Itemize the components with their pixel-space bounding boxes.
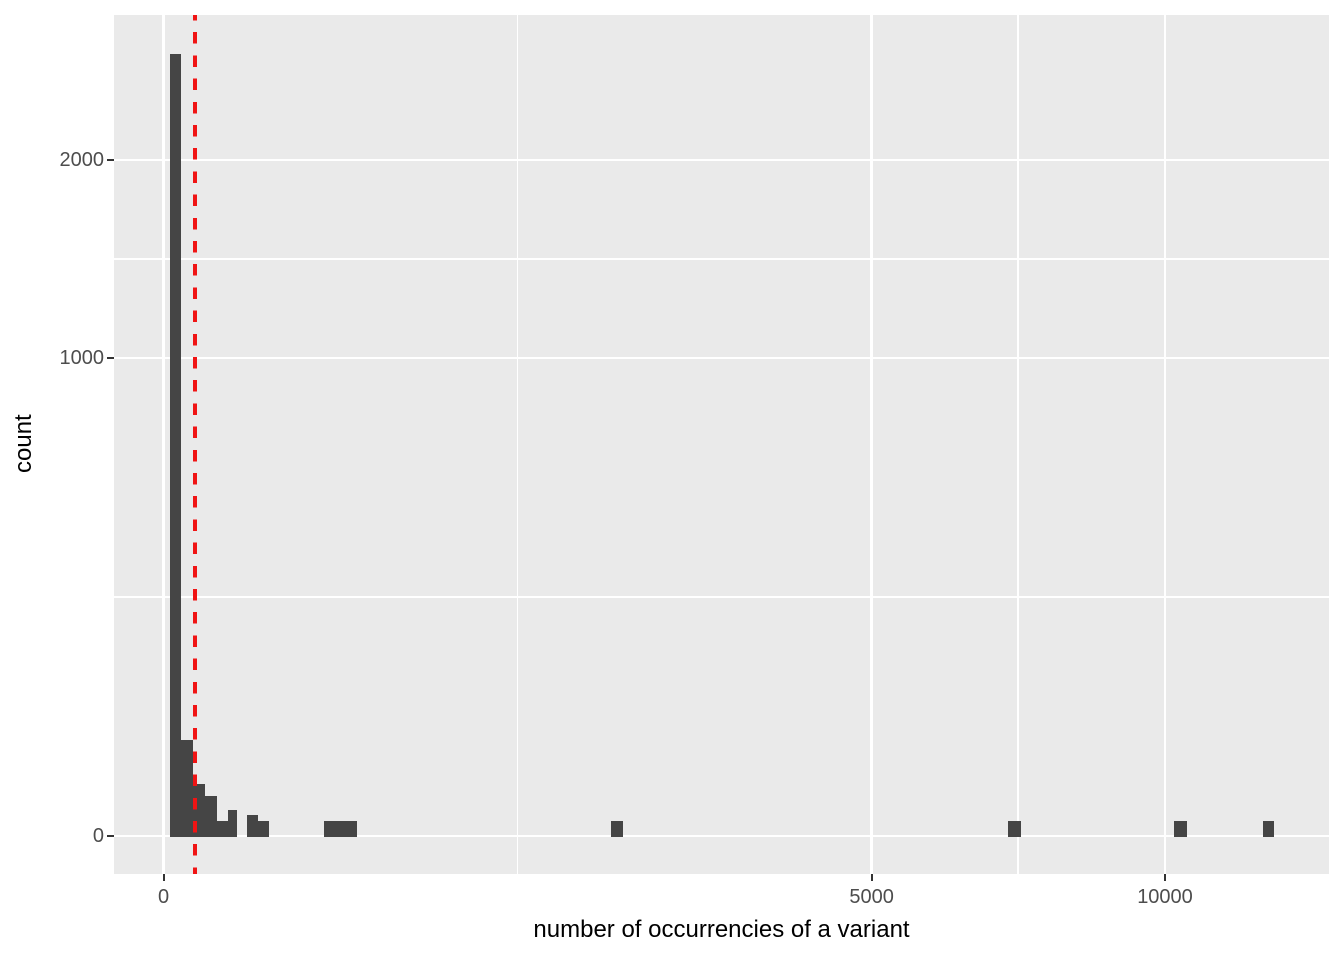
y-axis-tick-label: 1000 bbox=[59, 346, 105, 369]
histogram-bar bbox=[193, 783, 206, 837]
y-axis-tick-label: 0 bbox=[92, 825, 104, 847]
gridline-x-major bbox=[1163, 15, 1167, 874]
plot-panel bbox=[114, 15, 1329, 874]
histogram-bar bbox=[169, 54, 182, 837]
gridline-y-minor bbox=[114, 596, 1329, 598]
gridline-x-minor bbox=[1017, 15, 1019, 874]
x-axis-tick bbox=[162, 874, 165, 881]
histogram-bar bbox=[205, 796, 217, 837]
y-axis-title: count bbox=[10, 414, 37, 474]
histogram-bar bbox=[1262, 820, 1274, 837]
x-axis-tick-label: 0 bbox=[157, 886, 170, 908]
histogram-bar bbox=[1173, 820, 1187, 837]
y-axis-tick bbox=[107, 356, 114, 359]
y-axis-tick bbox=[107, 835, 114, 837]
reference-line bbox=[193, 15, 197, 874]
x-axis-tick-label: 10000 bbox=[1137, 886, 1193, 908]
gridline-y-major bbox=[114, 834, 1329, 838]
histogram-bar bbox=[324, 820, 357, 837]
gridline-x-major bbox=[870, 15, 873, 874]
y-axis-tick-label: 2000 bbox=[59, 148, 105, 171]
x-axis-tick bbox=[870, 874, 873, 881]
histogram-bar bbox=[257, 820, 269, 837]
histogram-bar bbox=[610, 820, 623, 837]
x-axis-tick-label: 5000 bbox=[849, 886, 894, 908]
gridline-y-minor bbox=[114, 258, 1329, 260]
gridline-y-major bbox=[114, 356, 1329, 360]
gridline-x-major bbox=[162, 15, 165, 874]
histogram-bar bbox=[216, 820, 229, 837]
histogram-bar bbox=[1007, 820, 1021, 837]
histogram-bar bbox=[246, 814, 258, 837]
histogram-bar bbox=[228, 809, 238, 837]
x-axis-title: number of occurrencies of a variant bbox=[533, 916, 910, 943]
histogram-bar bbox=[181, 740, 194, 837]
y-axis-tick bbox=[107, 158, 114, 161]
x-axis-tick bbox=[1164, 874, 1166, 881]
gridline-y-major bbox=[114, 158, 1329, 162]
gridline-x-minor bbox=[516, 15, 519, 874]
